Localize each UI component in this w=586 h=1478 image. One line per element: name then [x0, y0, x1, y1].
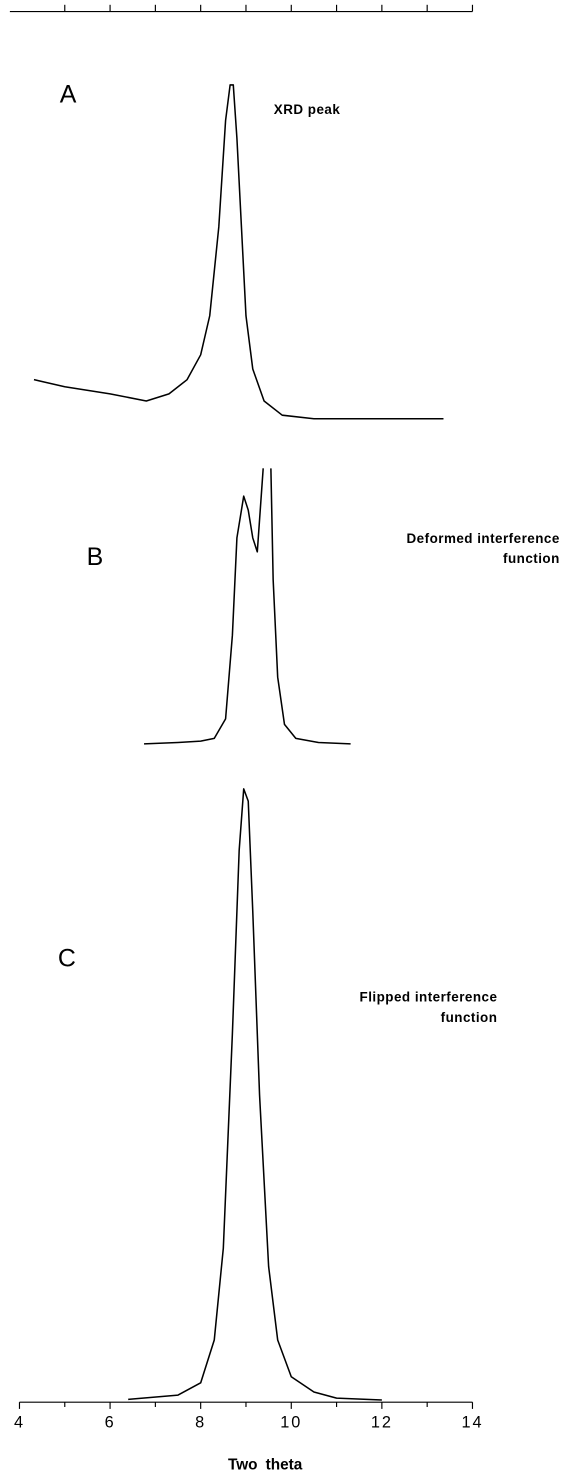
x-tick-label: 12: [371, 1414, 393, 1432]
annotation: function: [441, 1010, 498, 1025]
data-line: [33, 84, 444, 420]
x-tick-label: 10: [280, 1414, 302, 1432]
annotation: Flipped interference: [360, 990, 498, 1005]
panel-label: A: [60, 81, 77, 109]
panel-label: C: [58, 944, 76, 972]
annotation: XRD peak: [274, 102, 341, 117]
data-line: [144, 468, 351, 745]
x-axis-label: Two theta: [228, 1457, 303, 1474]
x-tick-label: 4: [14, 1414, 25, 1432]
panel-label: B: [87, 543, 104, 571]
annotation: function: [503, 551, 560, 566]
annotation: Deformed interference: [407, 531, 560, 546]
x-tick-label: 6: [105, 1414, 116, 1432]
x-tick-label: 8: [195, 1414, 206, 1432]
x-tick-label: 14: [461, 1414, 483, 1432]
data-line: [128, 788, 382, 1401]
